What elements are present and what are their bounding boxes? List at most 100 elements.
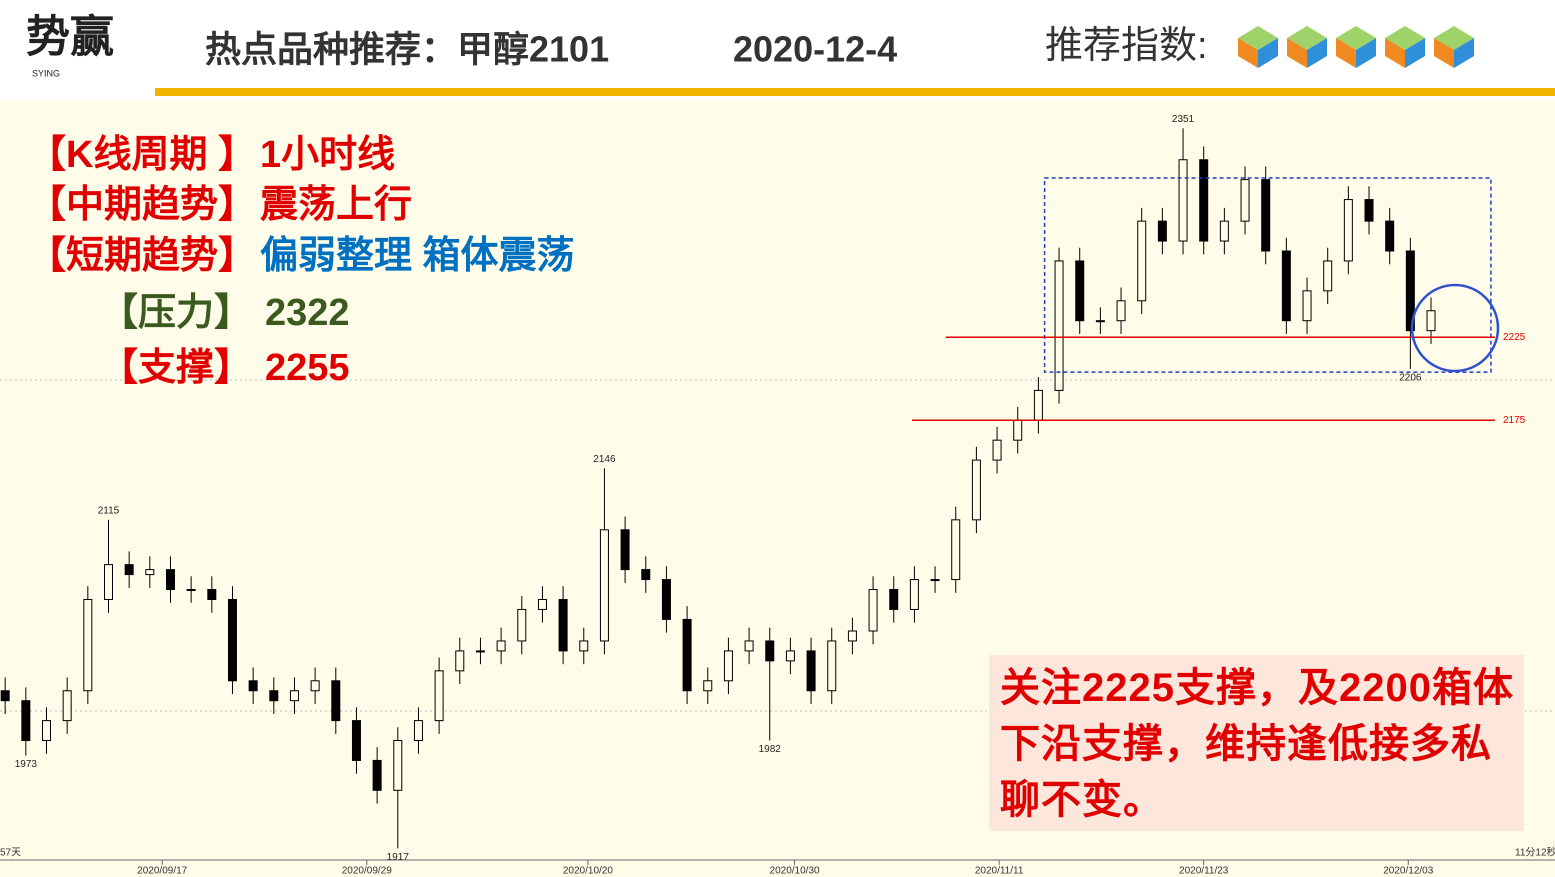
candle-body: [475, 650, 485, 653]
rating-cube: [1336, 26, 1376, 68]
notes: 【K线周期 】 1小时线【中期趋势】 震荡上行【短期趋势】 偏弱整理 箱体震荡【压力】…: [28, 134, 575, 389]
candle-body: [951, 519, 961, 581]
candle-body: [661, 579, 671, 620]
candle-body: [806, 650, 816, 692]
high-label: 2146: [593, 454, 616, 465]
cube-left: [1336, 38, 1356, 68]
candle-body: [289, 690, 299, 702]
candle-body: [930, 579, 940, 582]
footer-left: 57天: [0, 848, 21, 859]
candle-body: [1054, 260, 1064, 391]
x-tick-label: 2020/09/29: [342, 866, 392, 877]
rating-label: 推荐指数:: [1045, 25, 1208, 67]
candle-body: [599, 529, 609, 642]
candle-body: [434, 670, 444, 722]
candle-body: [455, 650, 465, 672]
note-value: 偏弱整理 箱体震荡: [260, 235, 575, 277]
note-label: 【K线周期 】: [28, 134, 256, 176]
candle-body: [1033, 389, 1043, 421]
cube-right: [1307, 38, 1327, 68]
cube-right: [1356, 38, 1376, 68]
candle-body: [186, 589, 196, 592]
candle-body: [1199, 159, 1209, 242]
candle-body: [558, 598, 568, 652]
candle-body: [992, 439, 1002, 461]
candle-body: [1426, 310, 1436, 332]
candle-body: [1240, 179, 1250, 222]
candle-body: [227, 598, 237, 682]
candle-body: [310, 680, 320, 692]
candle-body: [889, 589, 899, 610]
candle-body: [868, 589, 878, 632]
candle-body: [496, 640, 506, 652]
candle-body: [723, 650, 733, 682]
cube-right: [1405, 38, 1425, 68]
candle-body: [83, 598, 93, 692]
title: 热点品种推荐：甲醇2101: [205, 29, 609, 70]
candle-body: [785, 650, 795, 662]
x-tick-label: 2020/09/17: [137, 866, 187, 877]
candle-body: [372, 759, 382, 791]
note-value: 2322: [265, 292, 350, 334]
callout-box: [989, 655, 1524, 831]
candle-body: [641, 569, 651, 581]
low-label: 1973: [15, 759, 38, 770]
high-label: 2115: [98, 505, 120, 516]
callout: 关注2225支撑，及2200箱体下沿支撑，维持逢低接多私聊不变。: [1000, 666, 1514, 822]
candle-body: [1323, 260, 1333, 292]
rating: [1238, 26, 1474, 68]
candle-body: [1219, 220, 1229, 242]
candle-body: [41, 720, 51, 742]
candle-body: [682, 618, 692, 692]
rating-cube: [1238, 26, 1278, 68]
candle-body: [1075, 260, 1085, 322]
logo: 势赢: [26, 12, 114, 63]
candle-body: [103, 564, 113, 600]
candle-body: [165, 569, 175, 591]
low-label: 2206: [1399, 372, 1422, 383]
high-label: 2351: [1172, 114, 1195, 125]
candle-body: [1137, 220, 1147, 302]
candle-body: [1013, 419, 1023, 441]
candle-body: [1281, 250, 1291, 322]
candle-body: [1302, 290, 1312, 322]
footer-right: 11分12秒: [1515, 846, 1555, 859]
level-label: 2175: [1503, 415, 1526, 426]
range-box: [1043, 177, 1492, 373]
candle-body: [1178, 159, 1188, 242]
note-label: 【短期趋势】: [28, 235, 256, 277]
candle-body: [1405, 250, 1415, 332]
candle-body: [413, 720, 423, 742]
low-label: 1917: [387, 852, 410, 863]
note-label: 【中期趋势】: [28, 184, 256, 226]
x-tick-label: 2020/11/11: [975, 866, 1024, 877]
candle-body: [744, 640, 754, 652]
candle-body: [620, 529, 630, 571]
cube-left: [1385, 38, 1405, 68]
highlight-circle: [1410, 283, 1500, 373]
candle-body: [971, 459, 981, 521]
cube-left: [1434, 38, 1454, 68]
candle-body: [765, 640, 775, 662]
candle-body: [517, 608, 527, 642]
rating-cube: [1434, 26, 1474, 68]
candle-body: [1116, 300, 1126, 322]
x-tick-label: 2020/11/23: [1179, 866, 1229, 877]
candle-body: [351, 720, 361, 761]
candle-body: [703, 680, 713, 692]
candle-body: [331, 680, 341, 722]
rating-cube: [1385, 26, 1425, 68]
candle-body: [207, 589, 217, 600]
candle-body: [1343, 199, 1353, 262]
header-bar: [155, 88, 1555, 96]
low-label: 1982: [759, 744, 782, 755]
level-label: 2225: [1503, 332, 1526, 343]
candle-body: [579, 640, 589, 652]
rating-cube: [1287, 26, 1327, 68]
candle-body: [827, 640, 837, 692]
candle-body: [909, 579, 919, 610]
plot: 2020/09/17 2020/09/29 2020/10/20 2020/10/30…: [0, 114, 1526, 877]
x-tick-label: 2020/10/30: [770, 866, 820, 877]
